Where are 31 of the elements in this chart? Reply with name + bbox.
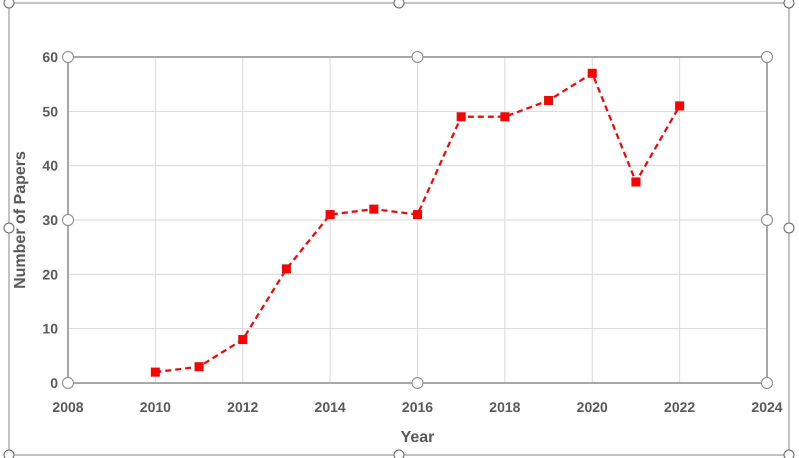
y-tick-label: 50 <box>42 103 58 120</box>
y-tick-label: 30 <box>42 212 58 228</box>
x-tick-label: 2018 <box>489 399 521 415</box>
y-tick-label: 20 <box>42 266 58 282</box>
x-tick-label: 2024 <box>751 399 783 415</box>
point <box>282 264 291 274</box>
x-tick-label: 2020 <box>576 399 608 415</box>
x-tick-label: 2022 <box>664 399 696 415</box>
point <box>194 362 204 372</box>
y-tick-label: 40 <box>42 158 58 174</box>
point <box>326 210 335 220</box>
point <box>675 101 684 110</box>
x-axis-title: Year <box>400 429 434 446</box>
x-tick-label: 2010 <box>140 399 172 415</box>
point <box>238 335 248 344</box>
x-tick-label: 2016 <box>402 399 434 415</box>
point <box>588 68 597 78</box>
y-tick-label: 10 <box>42 320 58 337</box>
point <box>500 112 510 122</box>
y-tick-label: 60 <box>42 49 58 65</box>
point <box>631 177 640 186</box>
x-tick-label: 2014 <box>314 399 346 415</box>
point <box>544 96 554 105</box>
y-tick-label: 0 <box>50 375 58 391</box>
point <box>369 204 378 214</box>
y-axis-title: Number of Papers <box>12 150 29 289</box>
point <box>456 112 466 122</box>
x-tick-label: 2008 <box>52 399 84 415</box>
x-tick-label: 2012 <box>227 399 259 415</box>
point <box>150 368 160 377</box>
point <box>413 210 422 220</box>
